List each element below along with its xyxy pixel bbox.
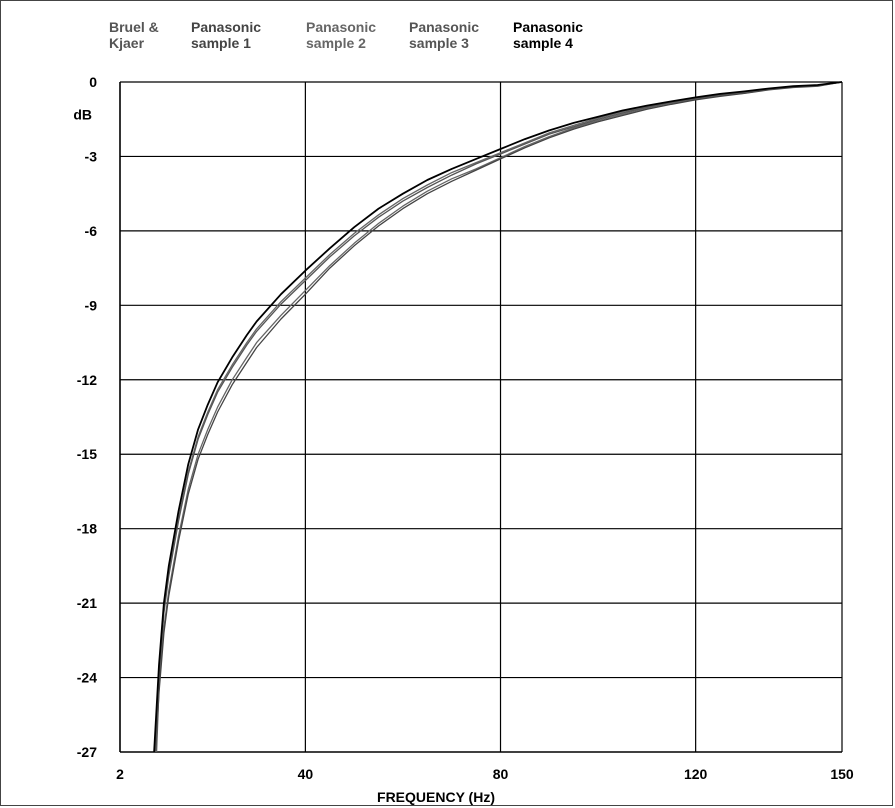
- x-tick-label: 2: [116, 766, 124, 782]
- y-axis-label: dB: [73, 106, 92, 122]
- y-tick-label: -15: [77, 446, 97, 462]
- series-line-3: [154, 81, 843, 753]
- legend-item-sample-1: Panasonic sample 1: [191, 19, 262, 51]
- y-tick-label: -3: [85, 148, 98, 164]
- x-tick-label: 80: [493, 766, 509, 782]
- series-line-4: [153, 81, 843, 753]
- y-tick-label: -9: [85, 297, 98, 313]
- y-tick-label: -24: [77, 670, 97, 686]
- x-tick-label: 120: [684, 766, 708, 782]
- y-tick-label: -18: [77, 521, 97, 537]
- legend-item-sample-3: Panasonic sample 3: [409, 19, 480, 51]
- series-line-1: [154, 81, 843, 753]
- y-tick-label: -21: [77, 595, 97, 611]
- axes: [119, 81, 843, 753]
- y-tick-label: 0: [89, 74, 97, 90]
- y-tick-label: -6: [85, 223, 98, 239]
- legend-item-sample-2: Panasonic sample 2: [306, 19, 377, 51]
- series-line-0: [155, 81, 843, 753]
- x-tick-label: 150: [830, 766, 854, 782]
- series-lines: [153, 81, 843, 753]
- x-tick-label: 40: [298, 766, 314, 782]
- axis-labels: 0 -3 -6 -9 -12 -15 -18 -21 -24 -27 2 40 80 120 150 dB FR…: [73, 74, 854, 805]
- legend-item-bruel-kjaer: Bruel & Kjaer: [109, 19, 159, 51]
- y-tick-label: -27: [77, 744, 97, 760]
- gridlines: [120, 82, 842, 752]
- legend-item-sample-4: Panasonic sample 4: [513, 19, 584, 51]
- series-line-2: [154, 81, 843, 753]
- x-axis-label: FREQUENCY (Hz): [377, 789, 495, 805]
- y-tick-label: -12: [77, 372, 97, 388]
